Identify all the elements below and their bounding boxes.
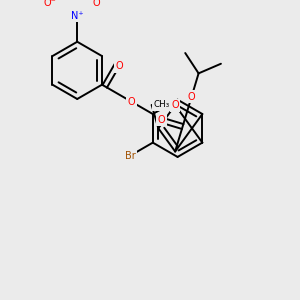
Text: O: O: [92, 0, 100, 8]
Text: O: O: [188, 92, 195, 102]
Text: O: O: [158, 115, 165, 124]
Text: O⁻: O⁻: [44, 0, 56, 8]
Text: O: O: [128, 97, 136, 107]
Text: CH₃: CH₃: [154, 100, 170, 109]
Text: O: O: [115, 61, 123, 71]
Text: Br: Br: [125, 151, 136, 160]
Text: N⁺: N⁺: [71, 11, 83, 21]
Text: O: O: [171, 100, 179, 110]
